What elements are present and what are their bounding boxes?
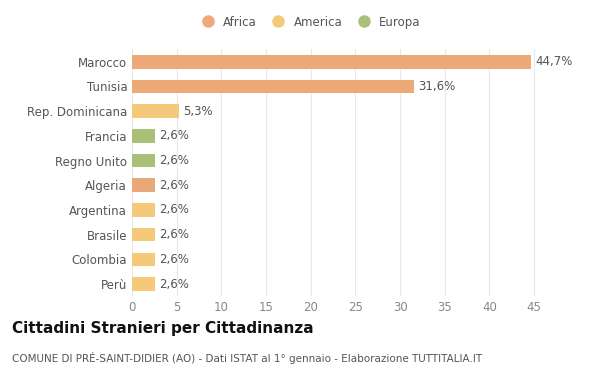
- Text: 2,6%: 2,6%: [159, 154, 188, 167]
- Bar: [132, 129, 155, 142]
- Text: Cittadini Stranieri per Cittadinanza: Cittadini Stranieri per Cittadinanza: [12, 321, 314, 336]
- Text: 2,6%: 2,6%: [159, 277, 188, 291]
- Text: 31,6%: 31,6%: [418, 80, 455, 93]
- Text: COMUNE DI PRÉ-SAINT-DIDIER (AO) - Dati ISTAT al 1° gennaio - Elaborazione TUTTIT: COMUNE DI PRÉ-SAINT-DIDIER (AO) - Dati I…: [12, 352, 482, 364]
- Text: 44,7%: 44,7%: [535, 55, 572, 68]
- Text: 2,6%: 2,6%: [159, 203, 188, 217]
- Bar: [132, 55, 532, 68]
- Bar: [132, 80, 415, 93]
- Bar: [132, 253, 155, 266]
- Legend: Africa, America, Europa: Africa, America, Europa: [191, 11, 425, 33]
- Text: 2,6%: 2,6%: [159, 179, 188, 192]
- Bar: [132, 203, 155, 217]
- Text: 2,6%: 2,6%: [159, 253, 188, 266]
- Bar: [132, 228, 155, 241]
- Bar: [132, 179, 155, 192]
- Text: 2,6%: 2,6%: [159, 228, 188, 241]
- Bar: [132, 277, 155, 291]
- Bar: [132, 154, 155, 167]
- Bar: [132, 105, 179, 118]
- Text: 2,6%: 2,6%: [159, 129, 188, 142]
- Text: 5,3%: 5,3%: [183, 105, 212, 118]
